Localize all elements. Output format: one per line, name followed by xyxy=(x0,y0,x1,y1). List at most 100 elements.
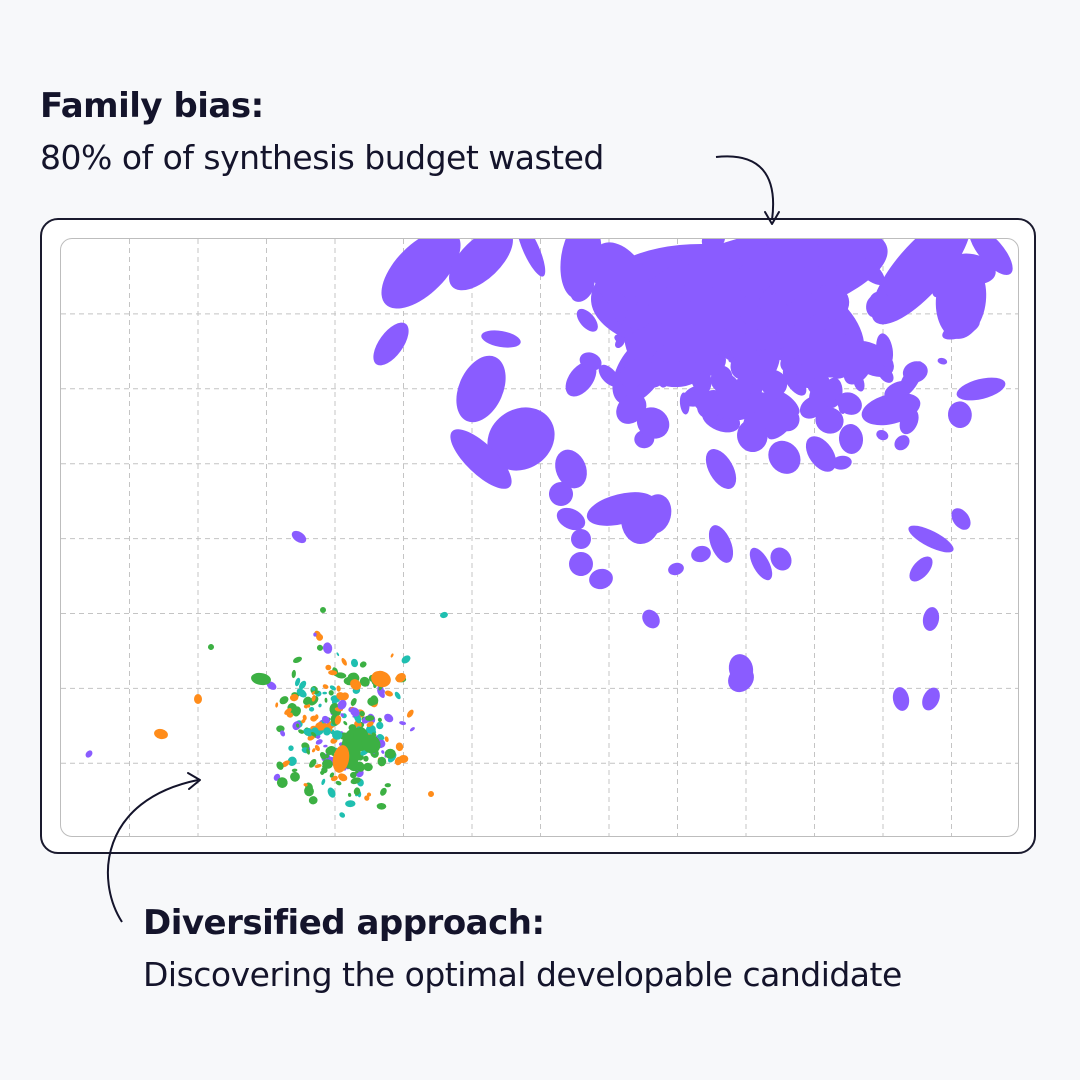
diverse-point xyxy=(366,721,374,728)
diverse-point xyxy=(322,691,327,695)
diverse-point xyxy=(275,702,279,708)
family-blob xyxy=(555,449,587,489)
diverse-point xyxy=(313,632,317,637)
diverse-point xyxy=(308,796,318,805)
family-blob xyxy=(871,239,971,325)
diverse-point xyxy=(384,713,394,723)
family-blob xyxy=(802,348,834,374)
family-blob xyxy=(549,482,573,506)
family-blob xyxy=(691,545,711,563)
diverse-point xyxy=(371,670,391,688)
diverse-point xyxy=(314,744,320,752)
diverse-point xyxy=(328,670,338,676)
diverse-point xyxy=(302,714,307,721)
family-blob xyxy=(737,419,768,453)
diverse-point xyxy=(296,688,307,698)
diverse-point xyxy=(323,744,328,748)
diverse-point xyxy=(324,697,328,703)
diverse-point xyxy=(361,734,381,754)
diverse-point xyxy=(350,777,361,785)
diverse-point xyxy=(280,730,286,737)
family-blob xyxy=(803,259,808,269)
diverse-point xyxy=(309,706,315,712)
family-blob xyxy=(665,330,687,364)
family-blob xyxy=(780,337,786,345)
diverse-point xyxy=(325,664,332,671)
family-blob xyxy=(677,300,708,326)
diverse-point xyxy=(336,685,341,692)
family-blob xyxy=(658,357,665,365)
family-blob xyxy=(759,242,794,274)
diverse-point xyxy=(350,679,362,691)
diversified-annotation: Diversified approach: Discovering the op… xyxy=(143,897,902,1001)
family-blob xyxy=(702,260,725,288)
family-blob xyxy=(946,253,996,285)
family-blob xyxy=(381,239,461,309)
family-blob xyxy=(947,401,972,428)
diverse-point xyxy=(337,699,347,710)
family-blob xyxy=(487,407,555,471)
family-blob xyxy=(373,322,409,366)
diverse-point xyxy=(440,611,448,619)
diverse-point xyxy=(329,772,335,778)
diverse-point xyxy=(194,694,202,704)
family-bias-subtitle: 80% of of synthesis budget wasted xyxy=(40,138,604,177)
diverse-point xyxy=(381,750,385,754)
diverse-point xyxy=(85,750,93,758)
diverse-point xyxy=(302,696,312,705)
family-blob xyxy=(878,366,894,383)
diverse-point xyxy=(315,721,327,731)
diverse-point xyxy=(154,728,168,740)
diversified-title: Diversified approach: xyxy=(143,903,545,943)
family-blob xyxy=(627,327,660,362)
family-blob xyxy=(799,396,825,419)
family-blob xyxy=(767,302,796,335)
family-blob xyxy=(579,352,602,371)
diverse-point xyxy=(292,706,301,717)
family-blob xyxy=(691,359,696,368)
diverse-point xyxy=(208,644,214,650)
family-blob xyxy=(853,373,865,392)
diverse-point xyxy=(311,691,316,695)
diverse-point xyxy=(266,681,277,690)
diverse-point xyxy=(314,690,320,695)
diverse-point xyxy=(292,656,303,664)
family-blob xyxy=(876,429,889,441)
family-blob xyxy=(687,284,713,314)
family-blob xyxy=(675,263,692,288)
family-blob xyxy=(625,295,638,307)
diverse-point xyxy=(401,655,411,664)
family-blob xyxy=(481,330,521,348)
family-blob xyxy=(701,239,725,251)
diverse-point xyxy=(336,652,340,657)
diverse-point xyxy=(276,761,284,770)
diverse-point xyxy=(287,756,297,766)
family-blob xyxy=(728,665,754,693)
diverse-point xyxy=(363,762,373,772)
family-blob xyxy=(589,568,613,590)
family-blob xyxy=(569,552,593,576)
family-blob xyxy=(832,355,850,371)
family-blob xyxy=(749,547,773,581)
diverse-point xyxy=(314,764,322,768)
family-blob xyxy=(642,609,660,629)
family-blob xyxy=(832,389,841,402)
diverse-point xyxy=(399,721,407,726)
diversified-subtitle: Discovering the optimal developable cand… xyxy=(143,955,902,994)
diverse-point xyxy=(322,715,330,724)
diverse-point xyxy=(325,746,336,755)
diverse-point xyxy=(329,685,336,691)
diverse-point xyxy=(376,802,387,810)
family-blob xyxy=(788,372,798,382)
diverse-point xyxy=(304,785,314,797)
family-blob xyxy=(812,239,829,246)
family-blob xyxy=(619,365,643,389)
family-blob xyxy=(808,314,832,330)
diverse-point xyxy=(340,692,349,701)
family-blob xyxy=(735,260,773,296)
diverse-point xyxy=(290,771,300,782)
family-blob xyxy=(807,374,830,395)
family-blob xyxy=(732,340,757,372)
diverse-point xyxy=(365,724,376,735)
diverse-point xyxy=(311,694,316,702)
